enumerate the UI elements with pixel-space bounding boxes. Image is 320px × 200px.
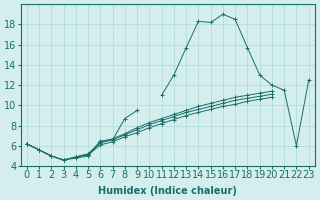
X-axis label: Humidex (Indice chaleur): Humidex (Indice chaleur) (98, 186, 237, 196)
